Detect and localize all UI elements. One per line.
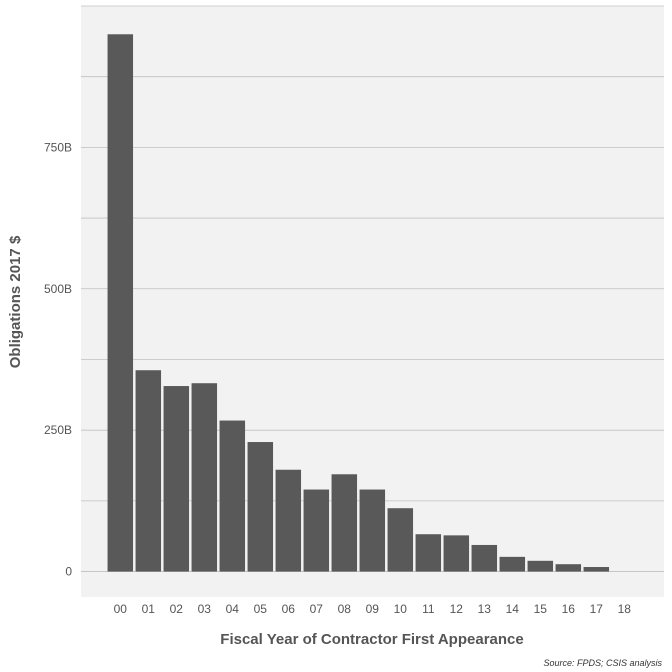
x-tick-label: 09	[366, 602, 380, 616]
bar-06	[275, 469, 302, 572]
y-tick-labels: 0 250B 500B 750B	[44, 140, 72, 578]
y-tick-label: 250B	[44, 423, 72, 437]
x-tick-labels: 00 01 02 03 04 05 06 07 08 09 10 11 12 13 14 15 16 17 18	[114, 602, 632, 616]
x-tick-label: 06	[282, 602, 296, 616]
bar-04	[219, 420, 246, 572]
bar-16	[555, 564, 582, 572]
bar-15	[527, 560, 554, 572]
x-tick-label: 00	[114, 602, 128, 616]
bar-00	[107, 34, 134, 572]
x-tick-label: 13	[478, 602, 492, 616]
bar-17	[583, 567, 610, 572]
x-tick-label: 17	[590, 602, 604, 616]
bar-10	[387, 508, 414, 572]
bars	[107, 34, 610, 572]
bar-11	[415, 534, 442, 572]
x-tick-label: 10	[394, 602, 408, 616]
x-tick-label: 11	[422, 602, 435, 616]
bar-12	[443, 535, 470, 572]
x-tick-label: 02	[170, 602, 184, 616]
x-tick-label: 07	[310, 602, 324, 616]
x-tick-label: 03	[198, 602, 212, 616]
source-caption: Source: FPDS; CSIS analysis	[543, 658, 662, 668]
bar-07	[303, 489, 330, 572]
bar-09	[359, 489, 386, 572]
bar-02	[163, 386, 190, 572]
x-tick-label: 14	[506, 602, 520, 616]
x-tick-label: 12	[450, 602, 464, 616]
bar-03	[191, 383, 218, 572]
x-tick-label: 01	[142, 602, 156, 616]
x-tick-label: 15	[534, 602, 548, 616]
bar-05	[247, 442, 274, 572]
x-tick-label: 05	[254, 602, 268, 616]
y-tick-label: 0	[65, 565, 72, 579]
x-tick-label: 16	[562, 602, 576, 616]
y-tick-label: 500B	[44, 282, 72, 296]
y-tick-label: 750B	[44, 140, 72, 154]
bar-01	[135, 370, 162, 572]
x-axis-title: Fiscal Year of Contractor First Appearan…	[220, 631, 523, 648]
x-tick-label: 18	[618, 602, 632, 616]
x-tick-label: 08	[338, 602, 352, 616]
x-tick-label: 04	[226, 602, 240, 616]
bar-13	[471, 544, 498, 572]
y-axis-title: Obligations 2017 $	[7, 235, 24, 368]
bar-08	[331, 474, 358, 572]
bar-14	[499, 556, 526, 572]
